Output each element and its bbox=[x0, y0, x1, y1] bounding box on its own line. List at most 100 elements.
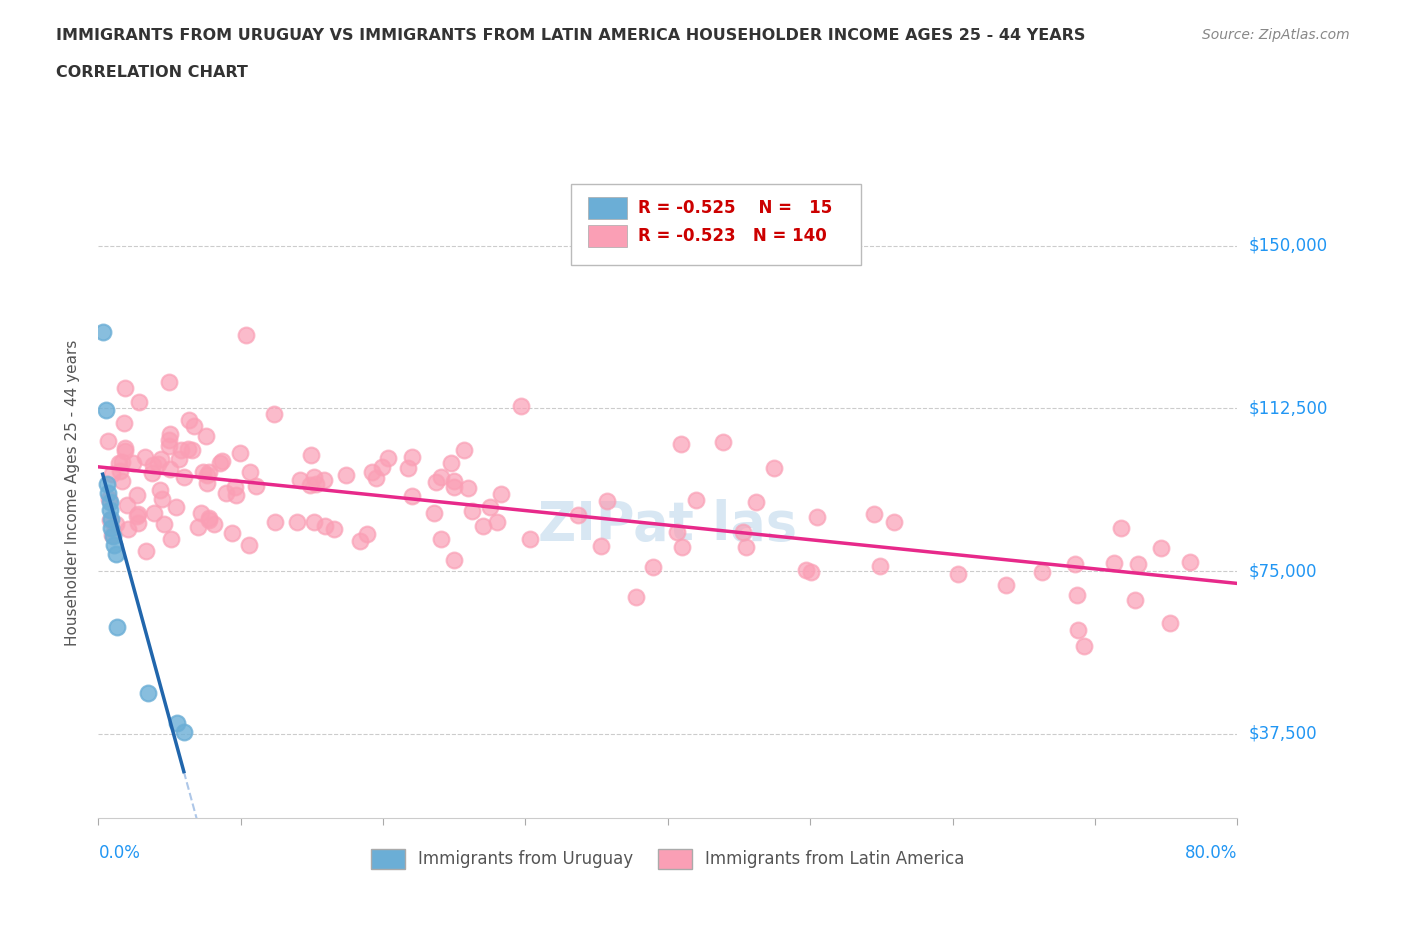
Point bbox=[863, 506, 886, 521]
Point bbox=[453, 443, 475, 458]
Point bbox=[190, 506, 212, 521]
Point bbox=[762, 460, 785, 475]
Point bbox=[641, 560, 664, 575]
Point bbox=[94, 403, 117, 418]
Point bbox=[101, 529, 124, 544]
Point bbox=[443, 552, 465, 567]
Point bbox=[589, 538, 612, 553]
Point bbox=[735, 540, 758, 555]
Point bbox=[141, 458, 163, 472]
Point bbox=[143, 505, 166, 520]
Point bbox=[235, 327, 257, 342]
Point bbox=[290, 472, 312, 487]
Point bbox=[471, 519, 494, 534]
Point bbox=[305, 476, 328, 491]
Point bbox=[1066, 622, 1088, 637]
Point bbox=[104, 546, 127, 561]
Point bbox=[299, 447, 322, 462]
Point bbox=[149, 483, 172, 498]
Point bbox=[302, 514, 325, 529]
Point bbox=[1066, 588, 1088, 603]
Point bbox=[128, 395, 150, 410]
Point bbox=[125, 487, 148, 502]
Point bbox=[713, 434, 735, 449]
Point bbox=[114, 444, 136, 458]
Text: 80.0%: 80.0% bbox=[1185, 844, 1237, 862]
Point bbox=[457, 481, 479, 496]
Point bbox=[371, 459, 394, 474]
Point bbox=[349, 534, 371, 549]
Point bbox=[112, 415, 135, 430]
Point bbox=[519, 532, 541, 547]
Point bbox=[443, 480, 465, 495]
Point bbox=[800, 565, 823, 579]
Point bbox=[1102, 555, 1125, 570]
Point bbox=[183, 418, 205, 433]
Point bbox=[429, 470, 451, 485]
Point bbox=[489, 487, 512, 502]
Point bbox=[510, 399, 533, 414]
Text: $37,500: $37,500 bbox=[1249, 724, 1317, 743]
Text: $75,000: $75,000 bbox=[1249, 562, 1317, 580]
Point bbox=[148, 456, 170, 471]
Point bbox=[100, 520, 122, 535]
Point bbox=[114, 441, 136, 456]
Point bbox=[685, 492, 707, 507]
Point bbox=[1159, 615, 1181, 630]
Point bbox=[1178, 554, 1201, 569]
Point bbox=[198, 512, 221, 527]
Point bbox=[335, 468, 357, 483]
Point bbox=[159, 426, 181, 441]
Point bbox=[225, 487, 247, 502]
Point bbox=[1150, 540, 1173, 555]
Point bbox=[202, 517, 225, 532]
Point bbox=[731, 525, 754, 539]
Text: 0.0%: 0.0% bbox=[98, 844, 141, 862]
Point bbox=[197, 464, 219, 479]
Point bbox=[100, 512, 122, 526]
Point bbox=[356, 526, 378, 541]
Point bbox=[1109, 521, 1132, 536]
Point bbox=[173, 724, 195, 739]
FancyBboxPatch shape bbox=[588, 225, 627, 246]
Point bbox=[110, 463, 132, 478]
Point bbox=[159, 375, 181, 390]
Point bbox=[263, 406, 285, 421]
Point bbox=[115, 498, 138, 512]
Point bbox=[135, 543, 157, 558]
Y-axis label: Householder Income Ages 25 - 44 years: Householder Income Ages 25 - 44 years bbox=[65, 339, 80, 646]
Point bbox=[485, 515, 508, 530]
Point bbox=[180, 443, 202, 458]
Point bbox=[1031, 565, 1053, 580]
Point bbox=[97, 433, 120, 448]
Point bbox=[170, 443, 193, 458]
Point bbox=[377, 451, 399, 466]
Text: R = -0.525    N =   15: R = -0.525 N = 15 bbox=[638, 199, 832, 217]
Point bbox=[994, 578, 1017, 592]
Point bbox=[461, 503, 484, 518]
Point bbox=[666, 525, 689, 539]
Point bbox=[98, 503, 121, 518]
Point bbox=[312, 472, 335, 487]
Point bbox=[127, 506, 149, 521]
Point bbox=[125, 509, 148, 524]
Point bbox=[150, 492, 173, 507]
Point bbox=[191, 465, 214, 480]
Point bbox=[98, 494, 121, 509]
Point bbox=[1073, 639, 1095, 654]
Point bbox=[209, 456, 232, 471]
FancyBboxPatch shape bbox=[571, 184, 862, 265]
Point bbox=[596, 494, 619, 509]
Point bbox=[229, 445, 252, 460]
Point bbox=[194, 429, 217, 444]
Point bbox=[105, 620, 128, 635]
Point bbox=[221, 525, 243, 540]
Point bbox=[100, 513, 122, 528]
Point bbox=[101, 528, 124, 543]
Point bbox=[159, 462, 181, 477]
Point bbox=[107, 456, 129, 471]
Text: R = -0.523   N = 140: R = -0.523 N = 140 bbox=[638, 227, 827, 245]
Point bbox=[567, 508, 589, 523]
Point bbox=[103, 538, 125, 552]
Point bbox=[245, 479, 267, 494]
